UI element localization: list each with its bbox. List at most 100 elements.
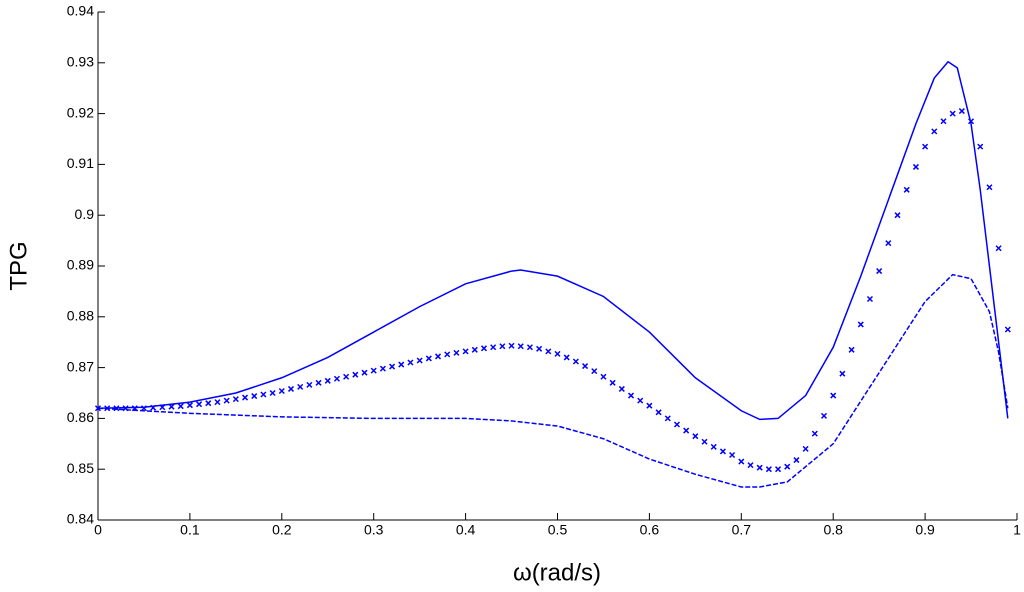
marker <box>242 394 249 401</box>
marker <box>820 412 828 419</box>
marker <box>600 373 607 380</box>
marker <box>894 212 901 219</box>
y-tick-label: 0.85 <box>67 460 94 476</box>
y-axis-label: TPG <box>5 241 32 290</box>
y-tick-label: 0.93 <box>67 54 94 70</box>
marker <box>480 345 488 352</box>
marker <box>196 401 203 408</box>
marker <box>729 451 736 459</box>
marker <box>150 404 157 411</box>
marker <box>866 295 873 303</box>
marker <box>876 268 883 275</box>
marker <box>903 186 910 193</box>
marker <box>389 363 396 370</box>
marker <box>444 351 451 358</box>
marker <box>306 381 313 388</box>
marker <box>931 128 938 135</box>
marker <box>499 343 506 350</box>
marker <box>756 464 763 471</box>
marker <box>278 387 285 394</box>
marker <box>958 108 965 115</box>
marker <box>352 371 359 378</box>
x-tick-label: 0.2 <box>272 522 292 538</box>
y-tick-label: 0.88 <box>67 308 94 324</box>
marker <box>582 363 589 370</box>
marker <box>517 343 524 350</box>
y-tick-label: 0.84 <box>67 511 94 527</box>
marker <box>223 397 230 404</box>
marker <box>416 357 423 364</box>
marker <box>361 369 368 376</box>
marker <box>968 118 975 125</box>
marker <box>434 353 442 360</box>
marker <box>811 430 818 437</box>
marker <box>554 350 561 357</box>
marker <box>784 463 791 470</box>
marker <box>251 393 258 400</box>
x-tick-label: 0.8 <box>823 522 843 538</box>
marker <box>793 457 800 464</box>
marker <box>995 245 1002 252</box>
marker <box>747 462 754 469</box>
marker <box>839 370 846 377</box>
marker <box>692 433 699 440</box>
marker <box>646 402 653 409</box>
x-tick-label: 0.3 <box>364 522 384 538</box>
marker <box>343 373 350 380</box>
marker <box>765 466 772 473</box>
marker <box>471 346 478 353</box>
marker <box>738 458 745 465</box>
marker <box>830 392 837 399</box>
marker <box>627 392 635 399</box>
x-tick-label: 0.7 <box>732 522 752 538</box>
marker <box>545 348 552 355</box>
y-tick-label: 0.9 <box>75 206 95 222</box>
marker <box>637 397 644 404</box>
marker <box>269 389 276 397</box>
marker <box>536 345 543 352</box>
marker <box>214 399 221 406</box>
marker <box>885 240 892 247</box>
line <box>97 60 1009 421</box>
marker <box>775 466 782 473</box>
marker <box>490 344 497 351</box>
marker <box>232 396 239 403</box>
x-tick-label: 0.9 <box>915 522 935 538</box>
marker <box>425 355 432 362</box>
marker <box>526 344 533 351</box>
y-tick-label: 0.87 <box>67 358 94 374</box>
marker <box>802 445 809 452</box>
marker <box>609 379 616 386</box>
marker <box>370 367 377 374</box>
x-tick-label: 1 <box>1013 522 1021 538</box>
marker <box>260 391 267 398</box>
marker <box>977 143 984 150</box>
marker <box>324 377 331 384</box>
y-tick-label: 0.92 <box>67 104 94 120</box>
marker <box>618 385 625 392</box>
marker <box>701 438 708 445</box>
marker <box>664 415 671 422</box>
marker <box>159 404 166 411</box>
marker <box>912 163 919 170</box>
marker <box>848 346 855 353</box>
marker <box>591 368 598 375</box>
marker <box>287 385 295 392</box>
x-axis-label: ω(rad/s) <box>513 559 601 586</box>
x-tick-label: 0.6 <box>640 522 660 538</box>
marker <box>940 118 947 125</box>
marker <box>655 409 662 416</box>
marker <box>563 354 570 361</box>
x-tick-label: 0.5 <box>548 522 568 538</box>
marker <box>683 427 690 434</box>
marker <box>140 405 147 412</box>
marker <box>407 359 414 366</box>
y-tick-label: 0.86 <box>67 409 94 425</box>
line <box>97 273 1009 488</box>
marker <box>1004 326 1011 333</box>
marker <box>453 349 460 356</box>
marker <box>949 110 956 117</box>
marker <box>719 448 726 455</box>
marker <box>333 375 340 382</box>
marker <box>710 443 717 450</box>
